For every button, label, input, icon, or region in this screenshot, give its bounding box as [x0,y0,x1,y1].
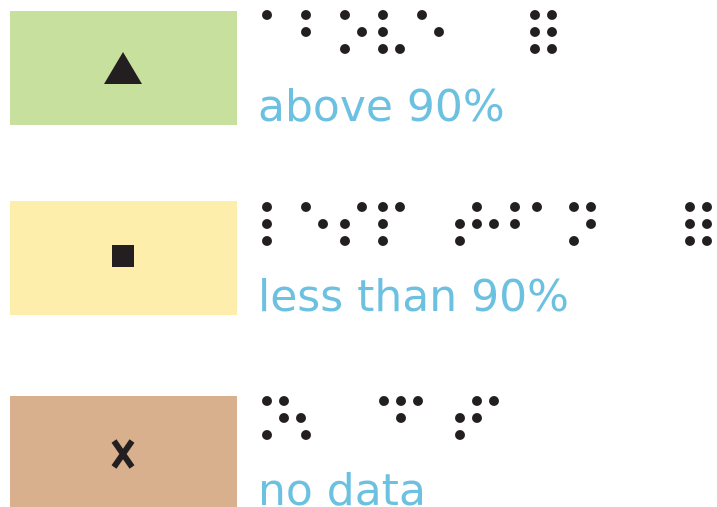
braille-dot [340,10,350,20]
braille-dot [262,396,272,406]
braille-dot [455,219,465,229]
braille-dot [395,44,405,54]
braille-dot [301,27,311,37]
braille-dot [413,396,423,406]
square-symbol [112,245,134,267]
braille-dot [340,44,350,54]
braille-dot [296,413,306,423]
braille-dot [472,413,482,423]
braille-dot [417,10,427,20]
braille-dot [301,10,311,20]
braille-dot [279,413,289,423]
braille [262,10,712,440]
braille-dot [378,44,388,54]
braille-dot [569,202,579,212]
braille-dot [279,396,289,406]
braille-dot [396,413,406,423]
braille-dot [262,219,272,229]
braille-dot [378,27,388,37]
braille-dot [532,202,542,212]
braille-dot [301,430,311,440]
label: no data [258,465,426,507]
braille-dot [530,27,540,37]
braille-dot [489,219,499,229]
braille-dot [685,219,695,229]
braille-dot [378,236,388,246]
braille-dot [357,202,367,212]
braille-dot [547,44,557,54]
braille-dot [685,236,695,246]
braille-dot [318,219,328,229]
braille-dot [569,236,579,246]
label: less than 90% [258,271,569,322]
braille-dot [378,10,388,20]
x-symbol [111,439,135,469]
braille-dot [455,430,465,440]
label: above 90% [258,81,505,132]
braille-dot [262,430,272,440]
braille-dot [489,396,499,406]
braille-dot [455,236,465,246]
braille-dot [472,219,482,229]
braille-dot [301,202,311,212]
braille-dot [586,219,596,229]
braille-dot [530,44,540,54]
braille-dot [395,202,405,212]
braille-dot [685,202,695,212]
braille-dot [262,236,272,246]
braille-dot [434,27,444,37]
braille-dot [547,10,557,20]
braille-dot [530,10,540,20]
braille-dot [357,27,367,37]
braille-dot [340,236,350,246]
braille-dot [340,219,350,229]
braille-dot [262,202,272,212]
braille-dot [396,396,406,406]
braille-dot [510,219,520,229]
braille-dot [262,10,272,20]
braille-dot [472,202,482,212]
braille-dot [455,413,465,423]
braille-dot [702,219,712,229]
braille-dot [586,202,596,212]
triangle-symbol [104,52,142,84]
braille-dot [702,236,712,246]
braille-dot [547,27,557,37]
braille-dot [378,202,388,212]
x-stroke [111,439,135,469]
braille-dot [510,202,520,212]
braille-dot [472,396,482,406]
braille-dot [378,219,388,229]
braille-dot [702,202,712,212]
braille-dot [379,396,389,406]
